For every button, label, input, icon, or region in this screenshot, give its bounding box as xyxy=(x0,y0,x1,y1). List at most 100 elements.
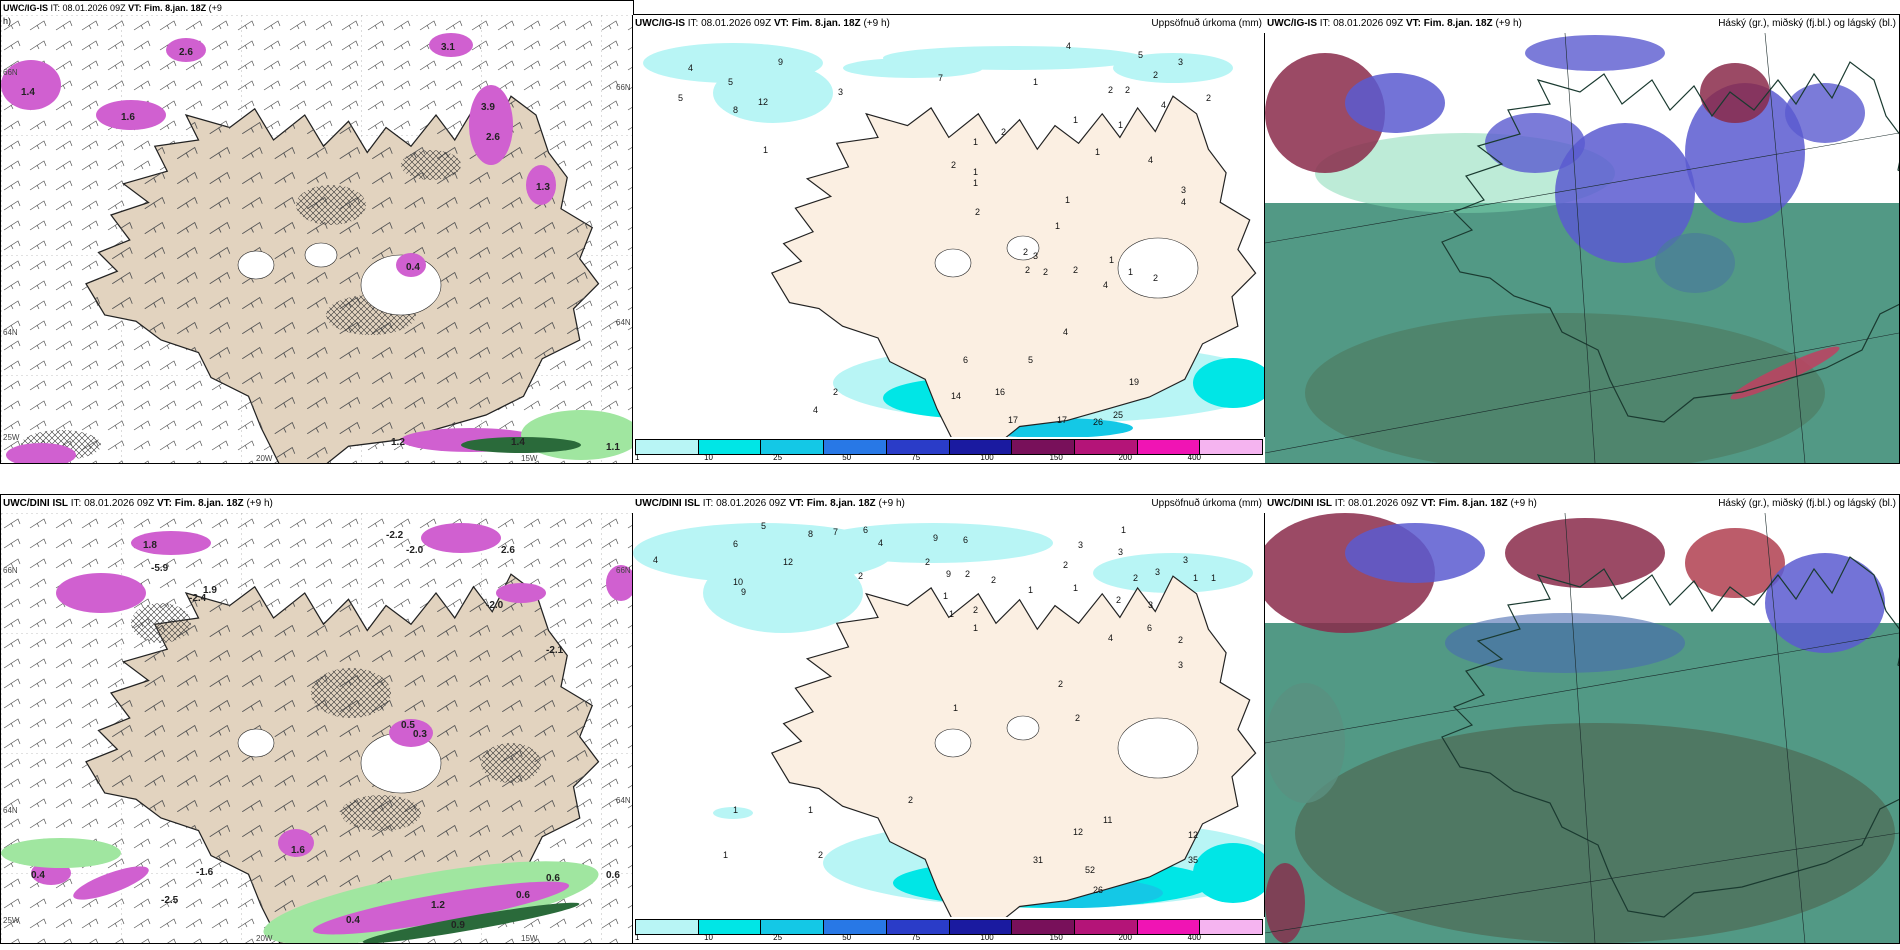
lead-time-cont: h) xyxy=(3,16,12,26)
panel-top-mid-precip: UWC/IG-IS IT: 08.01.2026 09Z VT: Fim. 8.… xyxy=(632,14,1266,464)
hatched-regions xyxy=(131,603,541,831)
value-labels: 1.8 -5.9 -2.4 1.9 -2.2 -2.0 2.6 -2.0 -2.… xyxy=(31,530,620,931)
value-label: 10 xyxy=(733,577,743,587)
value-label: -5.9 xyxy=(151,563,169,574)
colorbar-tick: 25 xyxy=(773,453,783,462)
value-label: 2 xyxy=(1133,573,1138,583)
value-labels: 4 5 6 8 7 6 4 9 6 10 9 12 2 2 9 2 1 1 2 … xyxy=(653,521,1216,895)
issue-time: IT: 08.01.2026 09Z xyxy=(687,18,772,29)
colorbar-cell xyxy=(698,920,762,934)
colorbar-tick: 200 xyxy=(1118,453,1132,462)
value-label: 52 xyxy=(1085,865,1095,875)
model-source: UWC/DINI ISL xyxy=(1267,498,1332,509)
value-label: 1 xyxy=(943,591,948,601)
graticule xyxy=(1265,513,1899,943)
colorbar-cell xyxy=(1074,440,1138,454)
value-label: 1 xyxy=(763,145,768,155)
variable-title: Uppsöfnuð úrkoma (mm) xyxy=(1151,498,1262,509)
map-area: 4 5 6 8 7 6 4 9 6 10 9 12 2 2 9 2 1 1 2 … xyxy=(633,513,1265,917)
value-label: 2 xyxy=(1073,265,1078,275)
value-label: 3 xyxy=(1078,540,1083,550)
value-label: 6 xyxy=(1147,623,1152,633)
value-label: 2 xyxy=(1023,247,1028,257)
colorbar: 1 10 25 50 75 100 150 200 400 xyxy=(633,917,1265,943)
panel-bottom-mid-precip: UWC/DINI ISL IT: 08.01.2026 09Z VT: Fim.… xyxy=(632,494,1266,944)
panel-header: UWC/DINI ISL IT: 08.01.2026 09Z VT: Fim.… xyxy=(1265,495,1899,513)
value-label: -1.6 xyxy=(196,867,214,878)
value-label: 4 xyxy=(1063,327,1068,337)
value-label: 3 xyxy=(1148,600,1153,610)
value-label: 0.3 xyxy=(413,729,427,740)
value-label: 25 xyxy=(1113,410,1123,420)
value-label: 2.6 xyxy=(486,132,500,143)
vt-label: VT: xyxy=(156,498,172,509)
colorbar-cell xyxy=(886,440,950,454)
value-label: 2 xyxy=(1153,273,1158,283)
panel-header: UWC/IG-IS IT: 08.01.2026 09Z VT: Fim. 8.… xyxy=(1265,15,1899,33)
variable-title: Uppsöfnuð úrkoma (mm) xyxy=(1151,18,1262,29)
lat-label: 66N xyxy=(616,83,631,92)
value-label: 2 xyxy=(1043,267,1048,277)
value-label: 3 xyxy=(1118,547,1123,557)
value-label: 31 xyxy=(1033,855,1043,865)
glaciers xyxy=(934,715,1199,779)
value-label: 1 xyxy=(973,167,978,177)
valid-time: Fim. 8.jan. 18Z xyxy=(806,498,876,509)
value-label: 4 xyxy=(1148,155,1153,165)
map-area: 20W 15W 25W 64N 66N 66N 64N 1.8 -5.9 -2.… xyxy=(1,513,633,943)
value-label: 3 xyxy=(1178,57,1183,67)
lead-time: (+9 h) xyxy=(863,18,890,29)
colorbar-tick: 400 xyxy=(1187,453,1201,462)
value-label: 3 xyxy=(1181,185,1186,195)
value-label: 9 xyxy=(933,533,938,543)
value-label: 1 xyxy=(1065,195,1070,205)
lead-time: (+9 h) xyxy=(1510,498,1537,509)
value-label: 1 xyxy=(949,609,954,619)
value-labels: 2.6 3.1 3.9 1.4 2.6 1.6 1.3 0.4 1.1 1.2 … xyxy=(21,42,620,453)
colorbar-cell xyxy=(1074,920,1138,934)
value-label: 1 xyxy=(1028,585,1033,595)
value-label: 16 xyxy=(995,387,1005,397)
colorbar-cell xyxy=(636,920,699,934)
value-label: 1.9 xyxy=(203,585,217,596)
value-label: 1 xyxy=(733,805,738,815)
colorbar-cell xyxy=(636,440,699,454)
value-label: 8 xyxy=(733,105,738,115)
colorbar-cell xyxy=(824,440,887,454)
value-label: 2 xyxy=(908,795,913,805)
panel-header: UWC/IG-IS IT: 08.01.2026 09Z VT: Fim. 8.… xyxy=(1,1,633,26)
value-label: 4 xyxy=(688,63,693,73)
value-label: 2 xyxy=(1025,265,1030,275)
value-label: 9 xyxy=(946,569,951,579)
colorbar-tick: 150 xyxy=(1049,933,1063,942)
panel-header: UWC/DINI ISL IT: 08.01.2026 09Z VT: Fim.… xyxy=(1,495,633,513)
colorbar-tick: 1 xyxy=(635,453,640,462)
value-label: 5 xyxy=(1138,50,1143,60)
lat-label: 64N xyxy=(616,318,631,327)
value-label: 9 xyxy=(741,587,746,597)
panel-header: UWC/DINI ISL IT: 08.01.2026 09Z VT: Fim.… xyxy=(633,495,1265,513)
value-label: 19 xyxy=(1129,377,1139,387)
lon-label: 25W xyxy=(3,433,20,442)
lon-label: 20W xyxy=(256,454,273,463)
value-label: 2 xyxy=(858,571,863,581)
value-label: 5 xyxy=(728,77,733,87)
colorbar-cell xyxy=(1012,440,1075,454)
vt-label: VT: xyxy=(128,3,142,13)
value-label: 2 xyxy=(818,850,823,860)
value-label: 35 xyxy=(1188,855,1198,865)
colorbar-ticks: 1 10 25 50 75 100 150 200 400 xyxy=(635,453,1263,463)
model-source: UWC/IG-IS xyxy=(3,3,48,13)
value-label: -2.4 xyxy=(189,593,207,604)
model-source: UWC/DINI ISL xyxy=(3,498,68,509)
colorbar-tick: 100 xyxy=(980,453,994,462)
colorbar-cell xyxy=(824,920,887,934)
colorbar-tick: 10 xyxy=(704,933,713,942)
colorbar-cell xyxy=(886,920,950,934)
coordinate-labels: 20W 15W 25W 64N 66N 66N 64N xyxy=(3,68,631,463)
colorbar-cells xyxy=(635,439,1263,455)
colorbar-tick: 50 xyxy=(842,933,852,942)
coordinate-labels: 20W 15W 25W 64N 66N 66N 64N xyxy=(3,566,631,943)
value-label: 6 xyxy=(863,525,868,535)
value-label: 7 xyxy=(833,527,838,537)
